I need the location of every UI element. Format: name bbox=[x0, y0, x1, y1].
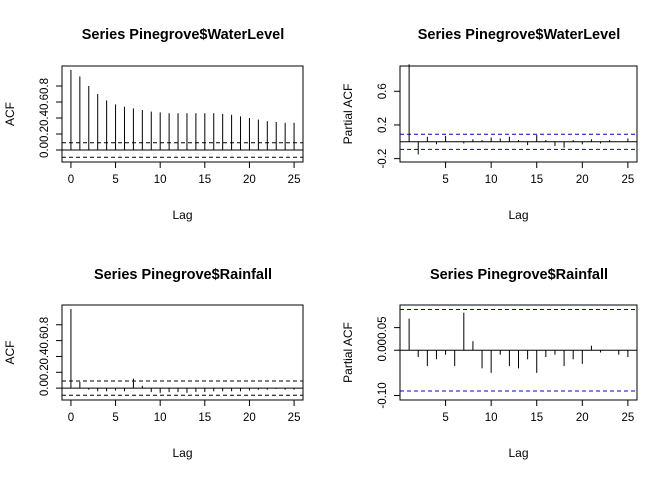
x-tick-label: 10 bbox=[485, 412, 498, 424]
x-tick-label: 25 bbox=[621, 174, 634, 186]
x-tick-label: 5 bbox=[112, 412, 118, 424]
y-tick-label: 0.00 bbox=[377, 339, 389, 361]
x-tick-label: 5 bbox=[112, 174, 118, 186]
plot-frame bbox=[399, 65, 638, 163]
x-tick-label: 15 bbox=[198, 412, 211, 424]
x-tick-label: 10 bbox=[154, 174, 167, 186]
chart-title: Series Pinegrove$WaterLevel bbox=[418, 27, 621, 43]
y-tick-label: 0.2 bbox=[39, 364, 51, 380]
x-axis-label: Lag bbox=[508, 208, 528, 222]
y-tick-label: 0.8 bbox=[39, 78, 51, 94]
x-tick-label: 20 bbox=[576, 412, 589, 424]
y-tick-label: 0.4 bbox=[39, 348, 51, 365]
x-tick-label: 10 bbox=[154, 412, 167, 424]
y-axis-label: ACF bbox=[3, 341, 17, 365]
chart-panel-2: Series Pinegrove$WaterLevel 5 10 15 20 25 -0.2… bbox=[341, 27, 638, 222]
y-axis-label: Partial ACF bbox=[341, 84, 355, 145]
y-tick-label: 0.4 bbox=[39, 109, 51, 126]
x-tick-label: 5 bbox=[442, 412, 448, 424]
plot-frame bbox=[61, 304, 304, 401]
y-axis-label: ACF bbox=[3, 102, 17, 126]
x-tick-label: 20 bbox=[243, 412, 256, 424]
x-tick-label: 0 bbox=[68, 174, 74, 186]
x-tick-label: 15 bbox=[530, 174, 543, 186]
x-tick-label: 5 bbox=[442, 174, 448, 186]
x-tick-label: 10 bbox=[485, 174, 498, 186]
y-tick-label: 0.0 bbox=[39, 380, 51, 396]
x-axis-label: Lag bbox=[508, 446, 528, 460]
chart-title: Series Pinegrove$Rainfall bbox=[430, 267, 608, 283]
x-tick-label: 15 bbox=[198, 174, 211, 186]
x-tick-label: 25 bbox=[288, 174, 301, 186]
y-tick-label: 0.6 bbox=[39, 94, 51, 110]
x-axis-label: Lag bbox=[172, 446, 192, 460]
x-axis-label: Lag bbox=[172, 208, 192, 222]
x-tick-label: 25 bbox=[621, 412, 634, 424]
y-tick-label: -0.2 bbox=[377, 149, 389, 169]
x-tick-label: 15 bbox=[530, 412, 543, 424]
y-tick-label: 0.05 bbox=[377, 316, 389, 338]
y-tick-label: 0.6 bbox=[39, 333, 51, 349]
chart-panel-1: Series Pinegrove$WaterLevel 0 5 10 15 20 25 0.0… bbox=[3, 27, 304, 222]
chart-panel-4: Series Pinegrove$Rainfall 5 10 15 20 25 -0.10 0… bbox=[341, 267, 638, 460]
y-tick-label: 0.0 bbox=[39, 142, 51, 158]
y-tick-label: 0.2 bbox=[377, 117, 389, 133]
y-tick-label: 0.8 bbox=[39, 317, 51, 333]
chart-title: Series Pinegrove$Rainfall bbox=[94, 267, 272, 283]
y-tick-label: 0.2 bbox=[39, 126, 51, 142]
x-tick-label: 0 bbox=[68, 412, 74, 424]
y-tick-label: -0.10 bbox=[377, 382, 389, 408]
plot-frame bbox=[61, 65, 304, 163]
chart-title: Series Pinegrove$WaterLevel bbox=[82, 27, 285, 43]
x-tick-label: 20 bbox=[576, 174, 589, 186]
y-axis-label: Partial ACF bbox=[341, 322, 355, 383]
plot-frame bbox=[399, 304, 638, 401]
x-tick-label: 20 bbox=[243, 174, 256, 186]
x-tick-label: 25 bbox=[288, 412, 301, 424]
y-tick-label: 0.6 bbox=[377, 83, 389, 99]
